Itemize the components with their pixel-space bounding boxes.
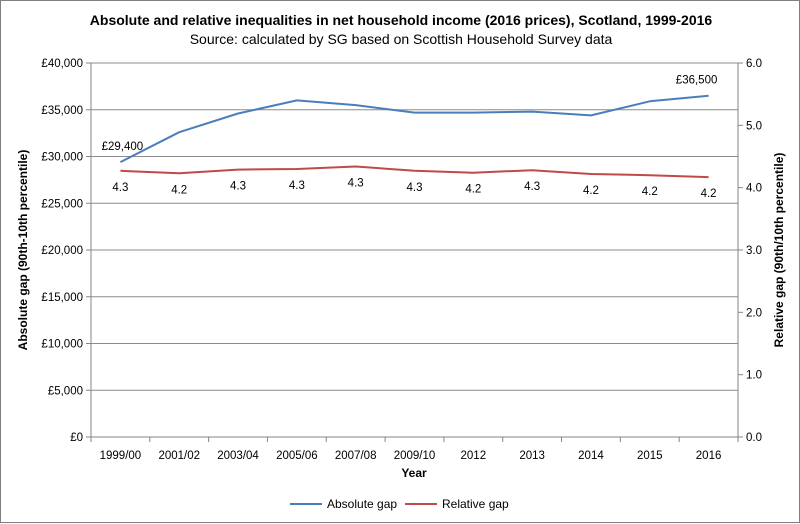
- data-point-relative-gap: [237, 168, 240, 171]
- legend-item-relative-gap: Relative gap: [405, 497, 509, 511]
- legend-label-relative-gap: Relative gap: [442, 497, 509, 511]
- legend-item-absolute-gap: Absolute gap: [290, 497, 397, 511]
- data-point-relative-gap: [354, 165, 357, 168]
- data-label-relative-gap: 4.3: [524, 181, 540, 193]
- x-tick-label: 2001/02: [158, 450, 200, 462]
- data-point-relative-gap: [531, 169, 534, 172]
- data-point-relative-gap: [589, 172, 592, 175]
- data-point-absolute-gap: [237, 112, 240, 115]
- data-point-absolute-gap: [707, 94, 710, 97]
- y-axis-title-right: Relative gap (90th/10th percentile): [772, 153, 786, 348]
- x-tick-label: 2015: [637, 450, 663, 462]
- y-axis-title-left: Absolute gap (90th-10th percentile): [16, 150, 30, 351]
- gridlines: [91, 62, 738, 391]
- y-tick-label-right: 3.0: [746, 245, 762, 257]
- data-label-absolute-gap: £29,400: [102, 141, 144, 153]
- y-tick-label-right: 5.0: [746, 120, 762, 132]
- x-tick-label: 2016: [696, 450, 722, 462]
- y-tick-label-left: £20,000: [41, 245, 83, 257]
- y-tick-label-left: £30,000: [41, 152, 83, 164]
- y-tick-label-right: 2.0: [746, 307, 762, 319]
- legend: Absolute gap Relative gap: [290, 497, 509, 511]
- data-label-relative-gap: 4.2: [642, 186, 658, 198]
- x-tick-label: 2009/10: [394, 450, 436, 462]
- data-label-relative-gap: 4.2: [701, 188, 717, 200]
- x-tick-label: 2013: [519, 450, 545, 462]
- series-line-relative-gap: [120, 165, 709, 179]
- data-label-relative-gap: 4.2: [171, 184, 187, 196]
- legend-label-absolute-gap: Absolute gap: [327, 497, 397, 511]
- data-point-absolute-gap: [178, 131, 181, 134]
- x-axis-title: Year: [401, 466, 427, 480]
- data-label-relative-gap: 4.3: [289, 180, 305, 192]
- data-point-absolute-gap: [472, 111, 475, 114]
- y-tick-label-right: 6.0: [746, 58, 762, 70]
- data-point-absolute-gap: [413, 111, 416, 114]
- chart-title: Absolute and relative inequalities in ne…: [90, 12, 713, 28]
- data-point-absolute-gap: [295, 99, 298, 102]
- data-label-relative-gap: 4.3: [407, 182, 423, 194]
- x-tick-label: 2007/08: [335, 450, 377, 462]
- axes: [86, 62, 743, 442]
- y-tick-label-left: £15,000: [41, 292, 83, 304]
- y-tick-label-right: 4.0: [746, 183, 762, 195]
- chart-subtitle: Source: calculated by SG based on Scotti…: [190, 31, 613, 47]
- x-tick-label: 1999/00: [100, 450, 142, 462]
- y-tick-label-left: £35,000: [41, 105, 83, 117]
- data-point-relative-gap: [648, 174, 651, 177]
- x-tick-label: 2014: [578, 450, 604, 462]
- data-point-absolute-gap: [531, 110, 534, 113]
- data-point-relative-gap: [707, 176, 710, 179]
- data-label-relative-gap: 4.2: [465, 184, 481, 196]
- data-point-relative-gap: [178, 172, 181, 175]
- data-point-relative-gap: [413, 169, 416, 172]
- y-tick-label-right: 1.0: [746, 370, 762, 382]
- data-point-absolute-gap: [354, 104, 357, 107]
- data-label-relative-gap: 4.3: [348, 177, 364, 189]
- x-tick-label: 2003/04: [217, 450, 259, 462]
- data-label-relative-gap: 4.3: [112, 182, 128, 194]
- data-point-absolute-gap: [589, 114, 592, 117]
- y-tick-label-left: £0: [70, 432, 83, 444]
- data-label-relative-gap: 4.2: [583, 185, 599, 197]
- data-label-relative-gap: 4.3: [230, 181, 246, 193]
- data-point-relative-gap: [295, 167, 298, 170]
- y-tick-label-left: £5,000: [48, 385, 83, 397]
- series-lines: [119, 94, 710, 179]
- tick-labels: £0 £5,000 £10,000 £15,000 £20,000 £25,000 £30,…: [41, 58, 762, 462]
- x-tick-label: 2012: [461, 450, 487, 462]
- data-labels: £29,400 £36,500 4.3 4.2 4.3 4.3 4.3 4.3 4.2 4.3 4.…: [102, 75, 718, 200]
- data-label-absolute-gap: £36,500: [676, 75, 718, 87]
- y-tick-label-left: £10,000: [41, 339, 83, 351]
- data-point-relative-gap: [472, 171, 475, 174]
- data-point-absolute-gap: [648, 100, 651, 103]
- series-line-absolute-gap: [119, 94, 709, 163]
- data-point-absolute-gap: [119, 161, 122, 164]
- y-tick-label-left: £40,000: [41, 58, 83, 70]
- y-tick-label-right: 0.0: [746, 432, 762, 444]
- y-tick-label-left: £25,000: [41, 198, 83, 210]
- x-tick-label: 2005/06: [276, 450, 318, 462]
- data-point-relative-gap: [119, 169, 122, 172]
